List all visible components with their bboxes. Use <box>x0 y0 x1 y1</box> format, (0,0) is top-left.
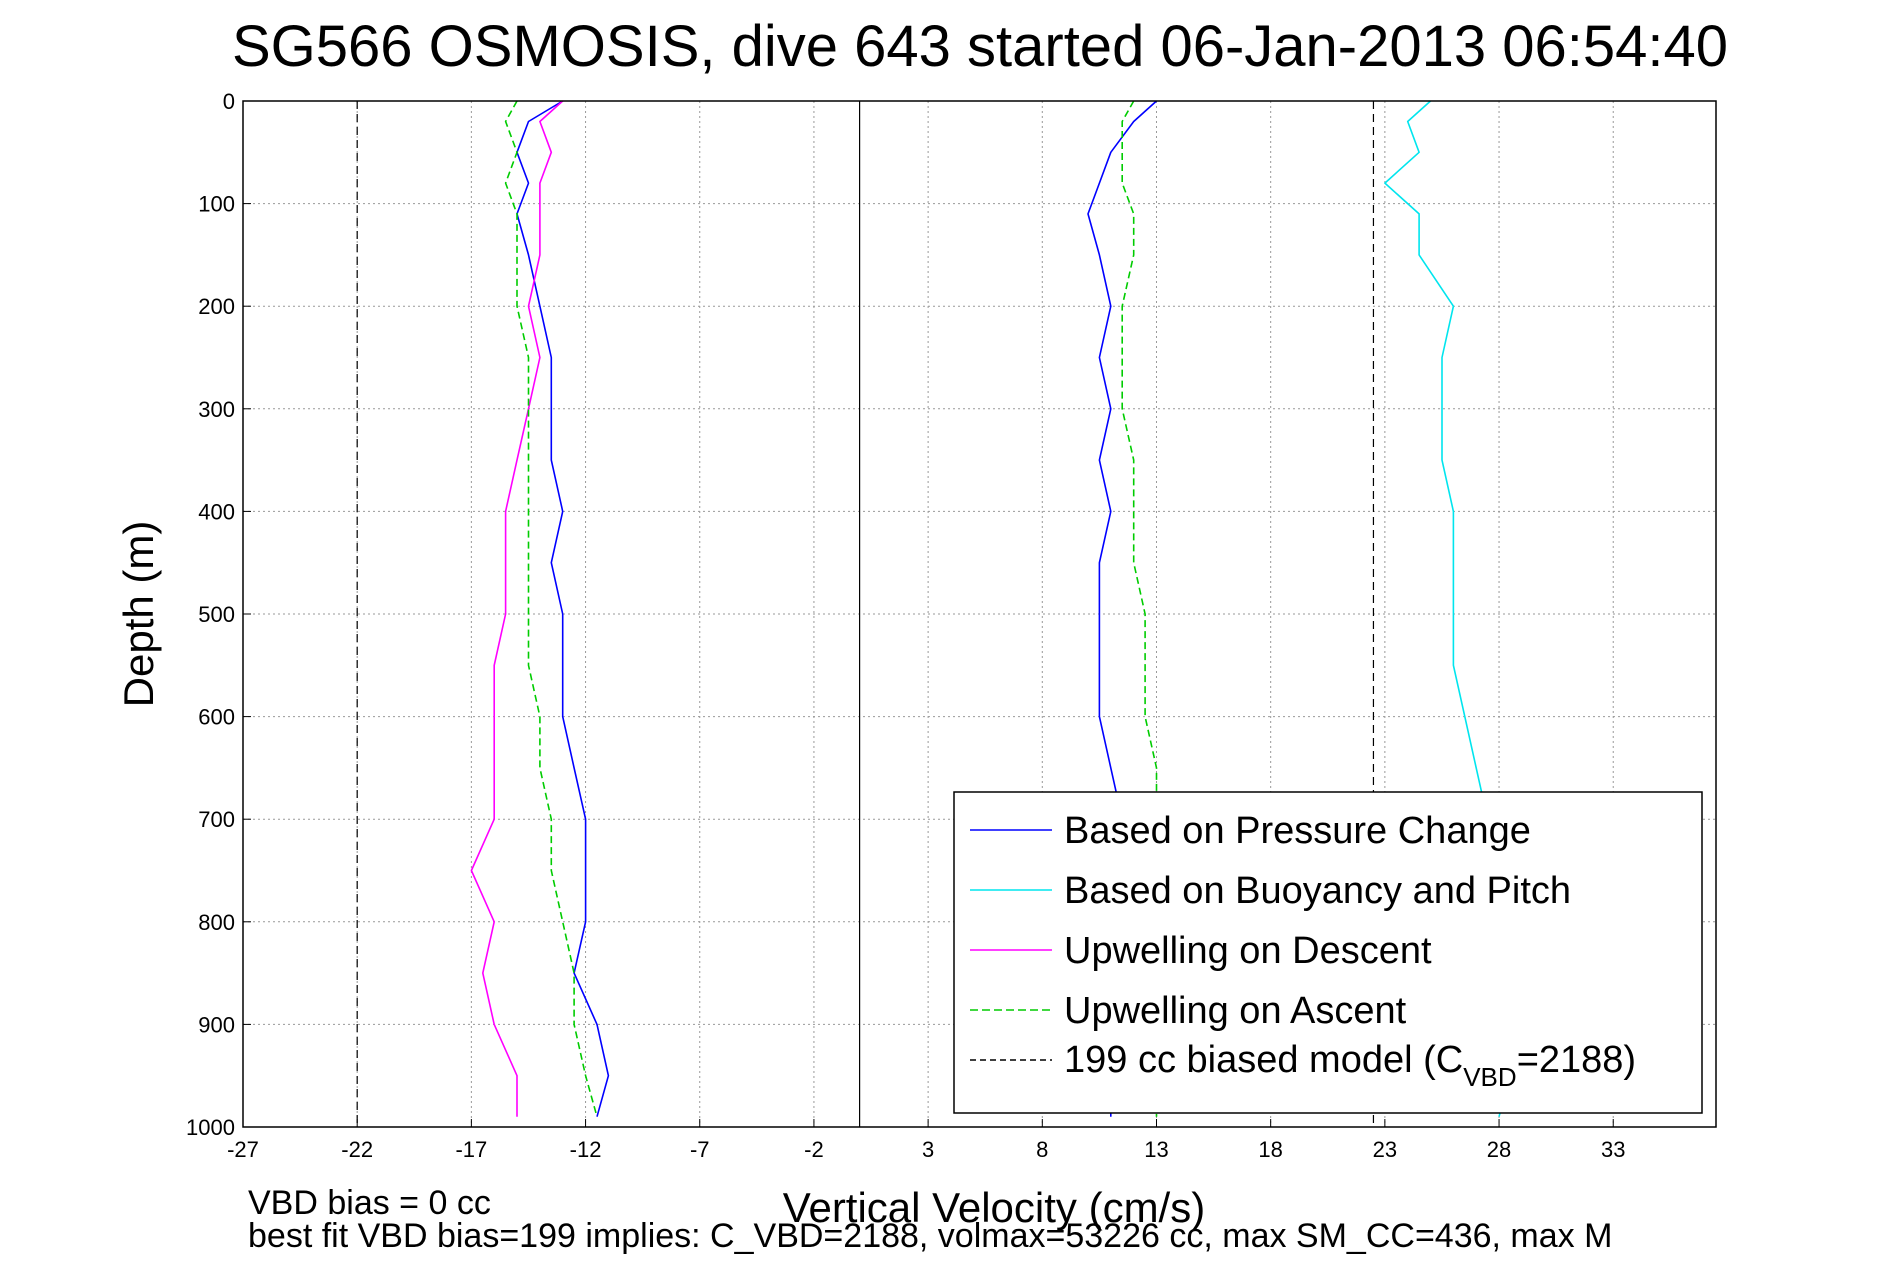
chart-title: SG566 OSMOSIS, dive 643 started 06-Jan-2… <box>232 14 1728 79</box>
x-tick-label: 13 <box>1144 1137 1168 1162</box>
y-tick-label: 100 <box>198 192 235 217</box>
y-tick-label: 0 <box>223 89 235 114</box>
footer-best-fit: best fit VBD bias=199 implies: C_VBD=218… <box>248 1217 1612 1255</box>
legend-label: Based on Pressure Change <box>1064 810 1531 852</box>
x-tick-label: 33 <box>1601 1137 1625 1162</box>
x-tick-label: -22 <box>341 1137 373 1162</box>
legend-label: Upwelling on Ascent <box>1064 990 1407 1032</box>
x-tick-label: 8 <box>1036 1137 1048 1162</box>
y-tick-label: 200 <box>198 294 235 319</box>
y-axis-label: Depth (m) <box>115 521 162 708</box>
x-tick-label: 28 <box>1487 1137 1511 1162</box>
x-tick-label: -7 <box>690 1137 710 1162</box>
tick-layer: -27 -22 -17 -12 -7 -2 3 8 13 18 23 28 33 0 100 200 300 40… <box>186 89 1625 1162</box>
x-tick-label: -27 <box>227 1137 259 1162</box>
x-tick-label: -17 <box>455 1137 487 1162</box>
x-tick-label: 23 <box>1373 1137 1397 1162</box>
y-tick-label: 1000 <box>186 1115 235 1140</box>
legend-box <box>953 791 1703 1114</box>
legend-label: Based on Buoyancy and Pitch <box>1064 870 1571 912</box>
y-tick-label: 700 <box>198 807 235 832</box>
footer-vbd-bias: VBD bias = 0 cc <box>248 1184 491 1222</box>
legend: Based on Pressure Change Based on Buoyanc… <box>953 791 1703 1114</box>
series-based-on-pressure-change-descent <box>516 100 610 1117</box>
x-tick-label: 18 <box>1258 1137 1282 1162</box>
legend-label: Upwelling on Descent <box>1064 930 1432 972</box>
x-tick-label: -12 <box>570 1137 602 1162</box>
y-tick-label: 500 <box>198 602 235 627</box>
legend-label-model: 199 cc biased model (CVBD=2188) <box>1064 1039 1636 1092</box>
y-tick-label: 800 <box>198 910 235 935</box>
y-tick-label: 400 <box>198 499 235 524</box>
y-tick-label: 900 <box>198 1012 235 1037</box>
y-tick-label: 300 <box>198 397 235 422</box>
y-tick-label: 600 <box>198 705 235 730</box>
series-upwelling-on-ascent-descent <box>504 100 598 1117</box>
x-tick-label: -2 <box>804 1137 824 1162</box>
series-upwelling-on-descent-descent <box>470 100 564 1117</box>
x-tick-label: 3 <box>922 1137 934 1162</box>
x-axis-label: Vertical Velocity (cm/s) <box>783 1184 1205 1231</box>
